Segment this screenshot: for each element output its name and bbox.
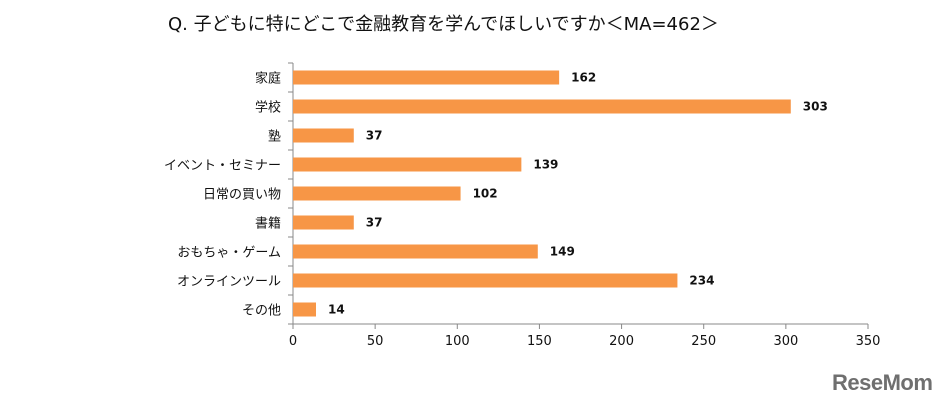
x-tick-label: 0 bbox=[289, 334, 297, 349]
data-label: 102 bbox=[473, 187, 498, 201]
bar bbox=[293, 157, 522, 172]
x-tick-label: 100 bbox=[445, 334, 470, 349]
category-label: 学校 bbox=[255, 100, 281, 116]
bar bbox=[293, 99, 791, 114]
x-tick-label: 250 bbox=[691, 334, 716, 349]
x-tick-label: 150 bbox=[527, 334, 552, 349]
x-tick-label: 200 bbox=[609, 334, 634, 349]
data-label: 37 bbox=[366, 216, 383, 230]
category-label: 家庭 bbox=[255, 71, 281, 87]
data-label: 234 bbox=[689, 274, 714, 288]
bar bbox=[293, 244, 538, 259]
data-label: 162 bbox=[571, 71, 596, 85]
x-tick-label: 300 bbox=[773, 334, 798, 349]
category-label: おもちゃ・ゲーム bbox=[177, 246, 281, 261]
data-label: 14 bbox=[328, 303, 345, 317]
category-label: イベント・セミナー bbox=[164, 159, 281, 174]
bar bbox=[293, 302, 316, 317]
data-label: 37 bbox=[366, 129, 383, 143]
bar bbox=[293, 186, 461, 201]
bar bbox=[293, 215, 354, 230]
bar bbox=[293, 70, 560, 85]
x-tick-label: 50 bbox=[367, 334, 384, 349]
category-label: 日常の買い物 bbox=[203, 188, 281, 203]
x-tick-label: 350 bbox=[856, 334, 881, 349]
category-label: オンラインツール bbox=[177, 275, 281, 290]
category-label: 書籍 bbox=[255, 216, 281, 232]
resemom-logo: ReseMom bbox=[832, 370, 933, 395]
data-label: 303 bbox=[803, 100, 828, 114]
category-label: その他 bbox=[242, 304, 281, 319]
data-label: 139 bbox=[533, 158, 558, 172]
category-label: 塾 bbox=[268, 129, 281, 145]
bar bbox=[293, 128, 354, 143]
bar bbox=[293, 273, 678, 288]
chart-title: Q. 子どもに特にどこで金融教育を学んでほしいですか＜MA=462＞ bbox=[168, 14, 719, 35]
data-label: 149 bbox=[550, 245, 575, 259]
